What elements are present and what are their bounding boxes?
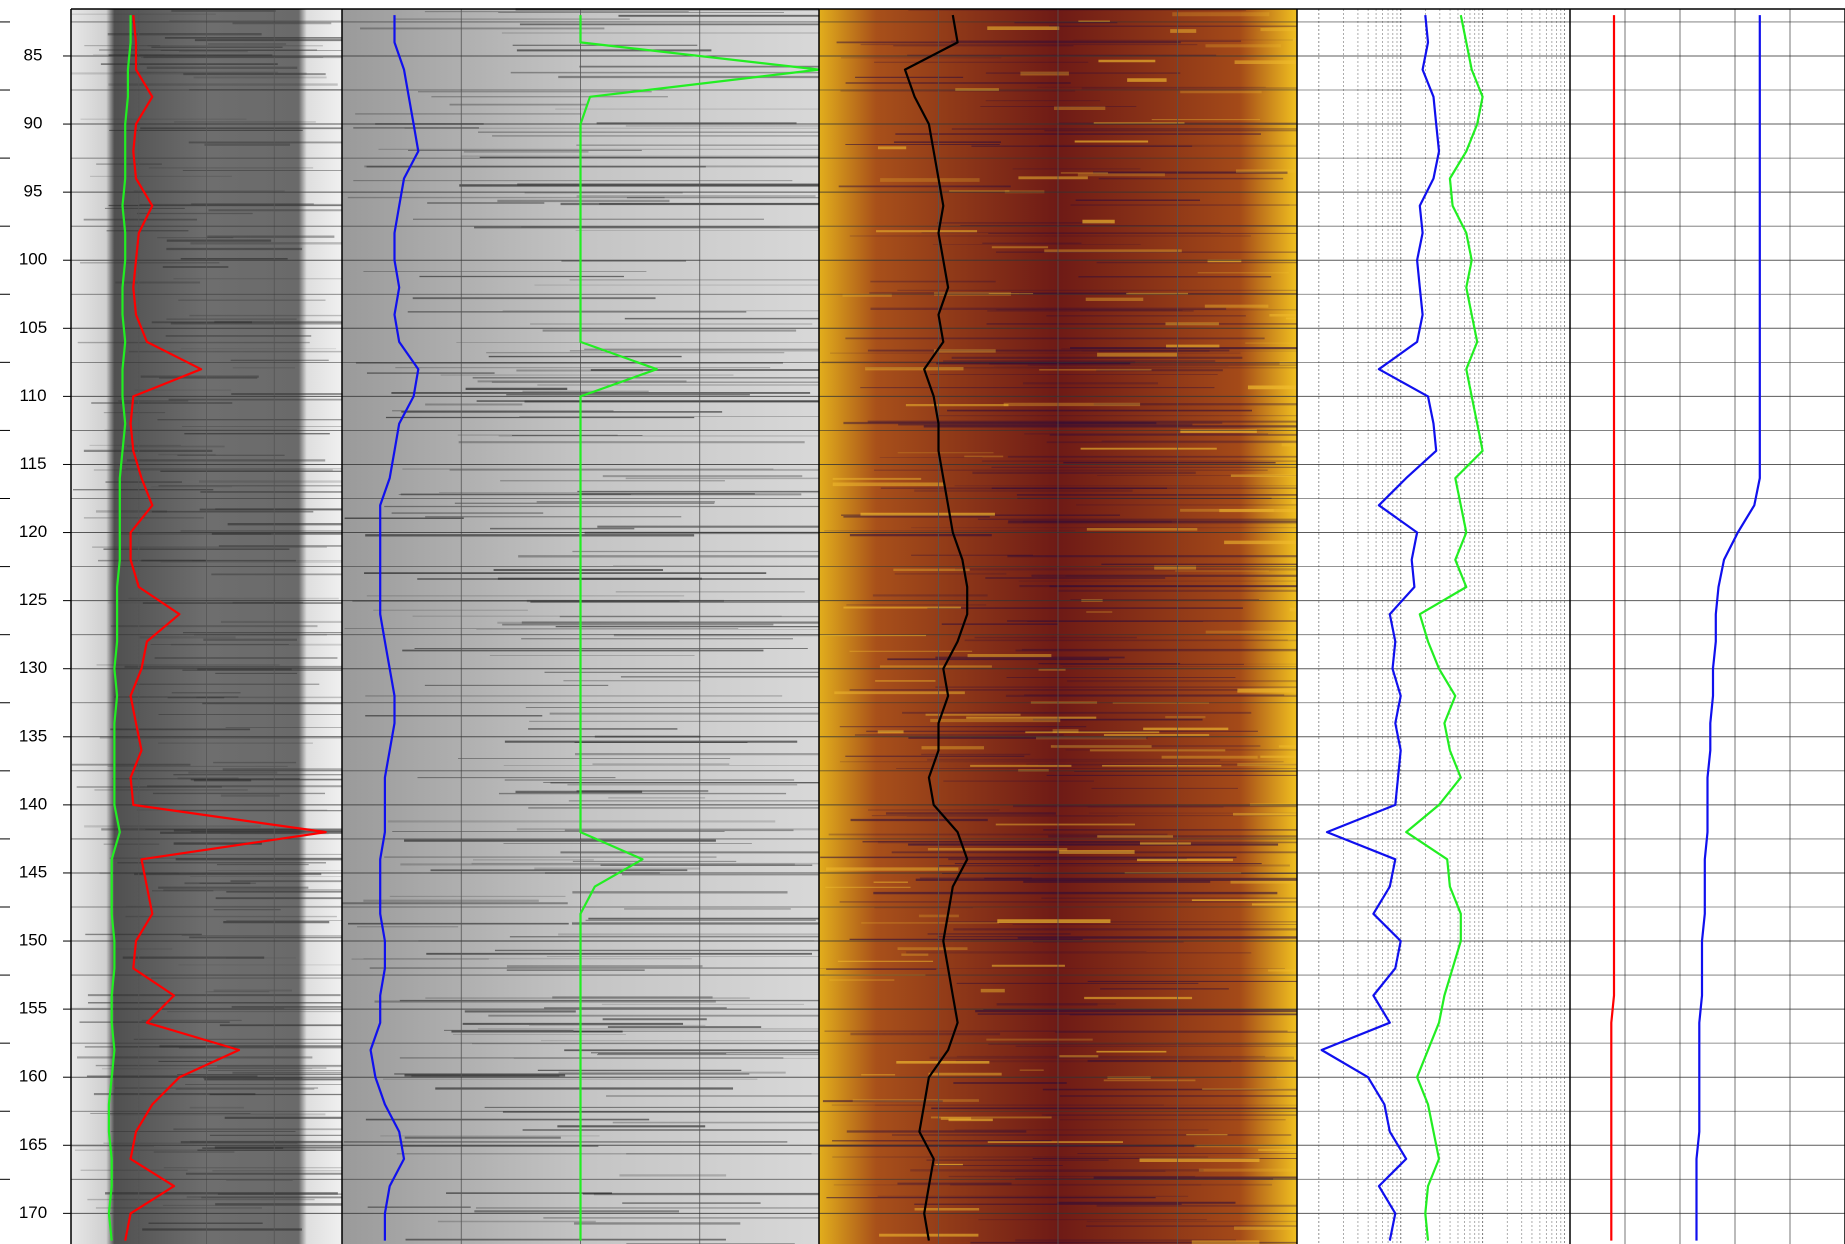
log-curve [1610,15,1616,1241]
y-tick-label: 140 [19,794,47,813]
log-curve [124,14,327,1241]
y-tick-label: 85 [24,45,43,64]
log-curve [1695,15,1761,1241]
log-curve [1320,14,1441,1241]
y-tick-label: 95 [24,182,43,201]
y-tick-label: 135 [19,726,47,745]
y-tick-label: 100 [19,250,47,269]
y-tick-label: 150 [19,931,47,950]
y-tick-label: 125 [19,590,47,609]
y-tick-label: 115 [19,454,46,473]
y-tick-label: 130 [19,658,47,677]
y-tick-label: 105 [19,318,47,337]
log-curve [579,15,821,1241]
y-tick-label: 170 [19,1203,47,1222]
log-curve [369,15,420,1241]
y-tick-label: 145 [19,862,47,881]
y-tick-label: 155 [19,999,47,1018]
track-background [1570,9,1845,1244]
y-tick-label: 90 [24,114,43,133]
log-curve [903,14,969,1241]
y-tick-label: 110 [19,386,46,405]
log-curve [107,15,132,1241]
y-tick-label: 160 [19,1067,47,1086]
log-curve [1405,14,1484,1241]
y-tick-label: 120 [19,522,47,541]
y-tick-label: 165 [19,1135,47,1154]
